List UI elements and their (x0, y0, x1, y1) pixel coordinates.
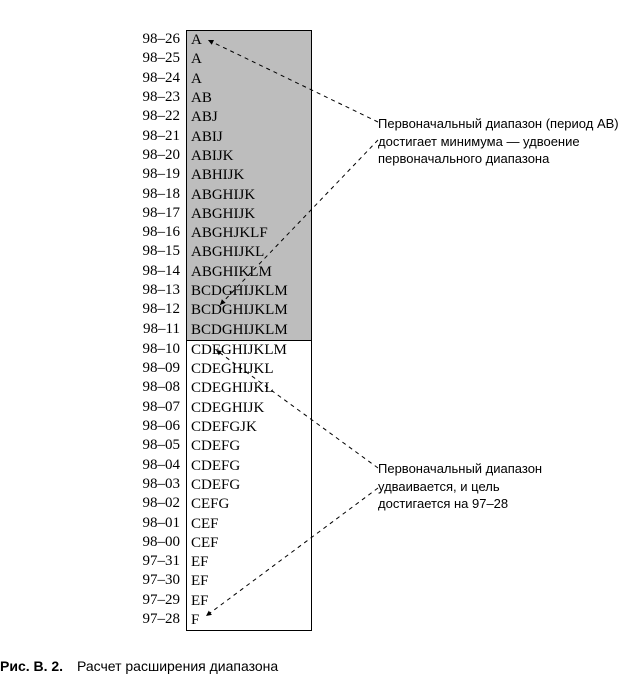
row-value: ABGHJKLF (187, 224, 311, 243)
figure-page: 98–2698–2598–2498–2398–2298–2198–2098–19… (0, 0, 640, 688)
row-value: CEFG (187, 495, 311, 514)
row-value: BCDGHIJKLM (187, 320, 311, 339)
row-label: 98–07 (122, 398, 186, 417)
row-value: CDEFGJK (187, 418, 311, 437)
row-label: 97–31 (122, 552, 186, 571)
row-value: CEF (187, 534, 311, 553)
row-label: 98–09 (122, 359, 186, 378)
row-value: BCDGHIJKLM (187, 301, 311, 320)
row-value: CDEGHIJK (187, 399, 311, 418)
table-section-plain: 98–1098–0998–0898–0798–0698–0598–0498–03… (122, 340, 312, 631)
row-value: ABIJK (187, 147, 311, 166)
figure-caption: Рис. В. 2. Расчет расширения диапазона (0, 658, 278, 674)
row-value: ABGHIJK (187, 205, 311, 224)
row-label: 98–04 (122, 456, 186, 475)
row-label: 98–25 (122, 49, 186, 68)
row-label: 98–21 (122, 126, 186, 145)
row-label: 98–03 (122, 475, 186, 494)
row-value: CDEGHIJKL (187, 379, 311, 398)
row-label: 98–08 (122, 378, 186, 397)
row-value: ABGHIKLM (187, 263, 311, 282)
annotation-line: Первоначальный диапазон (период АВ) (378, 115, 619, 133)
row-label: 98–18 (122, 184, 186, 203)
row-label: 98–17 (122, 204, 186, 223)
annotation-bottom: Первоначальный диапазонудваивается, и це… (378, 460, 542, 513)
row-label: 98–11 (122, 319, 186, 338)
row-label: 98–26 (122, 30, 186, 49)
row-value: CEF (187, 514, 311, 533)
row-label: 98–00 (122, 533, 186, 552)
annotation-line: Первоначальный диапазон (378, 460, 542, 478)
annotation-line: достигается на 97–28 (378, 495, 542, 513)
row-value: A (187, 50, 311, 69)
row-value: EF (187, 592, 311, 611)
row-value: ABGHIJKL (187, 243, 311, 262)
row-value: CDEGHIJKLM (187, 341, 311, 360)
row-label: 98–05 (122, 436, 186, 455)
row-value: CDEFG (187, 457, 311, 476)
row-label: 98–22 (122, 107, 186, 126)
data-table: 98–2698–2598–2498–2398–2298–2198–2098–19… (122, 30, 312, 631)
row-label: 98–19 (122, 165, 186, 184)
row-label: 98–24 (122, 69, 186, 88)
annotation-line: первоначального диапазона (378, 150, 619, 168)
row-label: 97–30 (122, 571, 186, 590)
row-label: 97–28 (122, 610, 186, 629)
row-label: 98–12 (122, 300, 186, 319)
row-label: 98–10 (122, 340, 186, 359)
row-label: 98–14 (122, 262, 186, 281)
annotation-line: достигает минимума — удвоение (378, 133, 619, 151)
row-value: ABIJ (187, 127, 311, 146)
row-value: CDEFG (187, 437, 311, 456)
row-label: 98–01 (122, 513, 186, 532)
row-value: CDEGHIJKL (187, 360, 311, 379)
annotation-top: Первоначальный диапазон (период АВ)дости… (378, 115, 619, 168)
caption-prefix: Рис. В. 2. (0, 658, 63, 674)
row-label: 98–16 (122, 223, 186, 242)
row-label: 98–23 (122, 88, 186, 107)
row-value: ABJ (187, 108, 311, 127)
row-label: 98–13 (122, 281, 186, 300)
row-label: 97–29 (122, 591, 186, 610)
arrow-overlay (0, 0, 640, 688)
row-value: EF (187, 572, 311, 591)
annotation-line: удваивается, и цель (378, 478, 542, 496)
row-value: EF (187, 553, 311, 572)
row-label: 98–06 (122, 417, 186, 436)
caption-text: Расчет расширения диапазона (77, 658, 278, 674)
row-value: BCDGHIJKLM (187, 282, 311, 301)
row-label: 98–20 (122, 146, 186, 165)
row-value: AB (187, 89, 311, 108)
row-label: 98–15 (122, 242, 186, 261)
row-value: CDEFG (187, 476, 311, 495)
table-section-shaded: 98–2698–2598–2498–2398–2298–2198–2098–19… (122, 30, 312, 340)
row-value: A (187, 70, 311, 89)
row-label: 98–02 (122, 494, 186, 513)
row-value: ABGHIJK (187, 185, 311, 204)
row-value: F (187, 611, 311, 630)
row-value: ABHIJK (187, 166, 311, 185)
row-value: A (187, 31, 311, 50)
